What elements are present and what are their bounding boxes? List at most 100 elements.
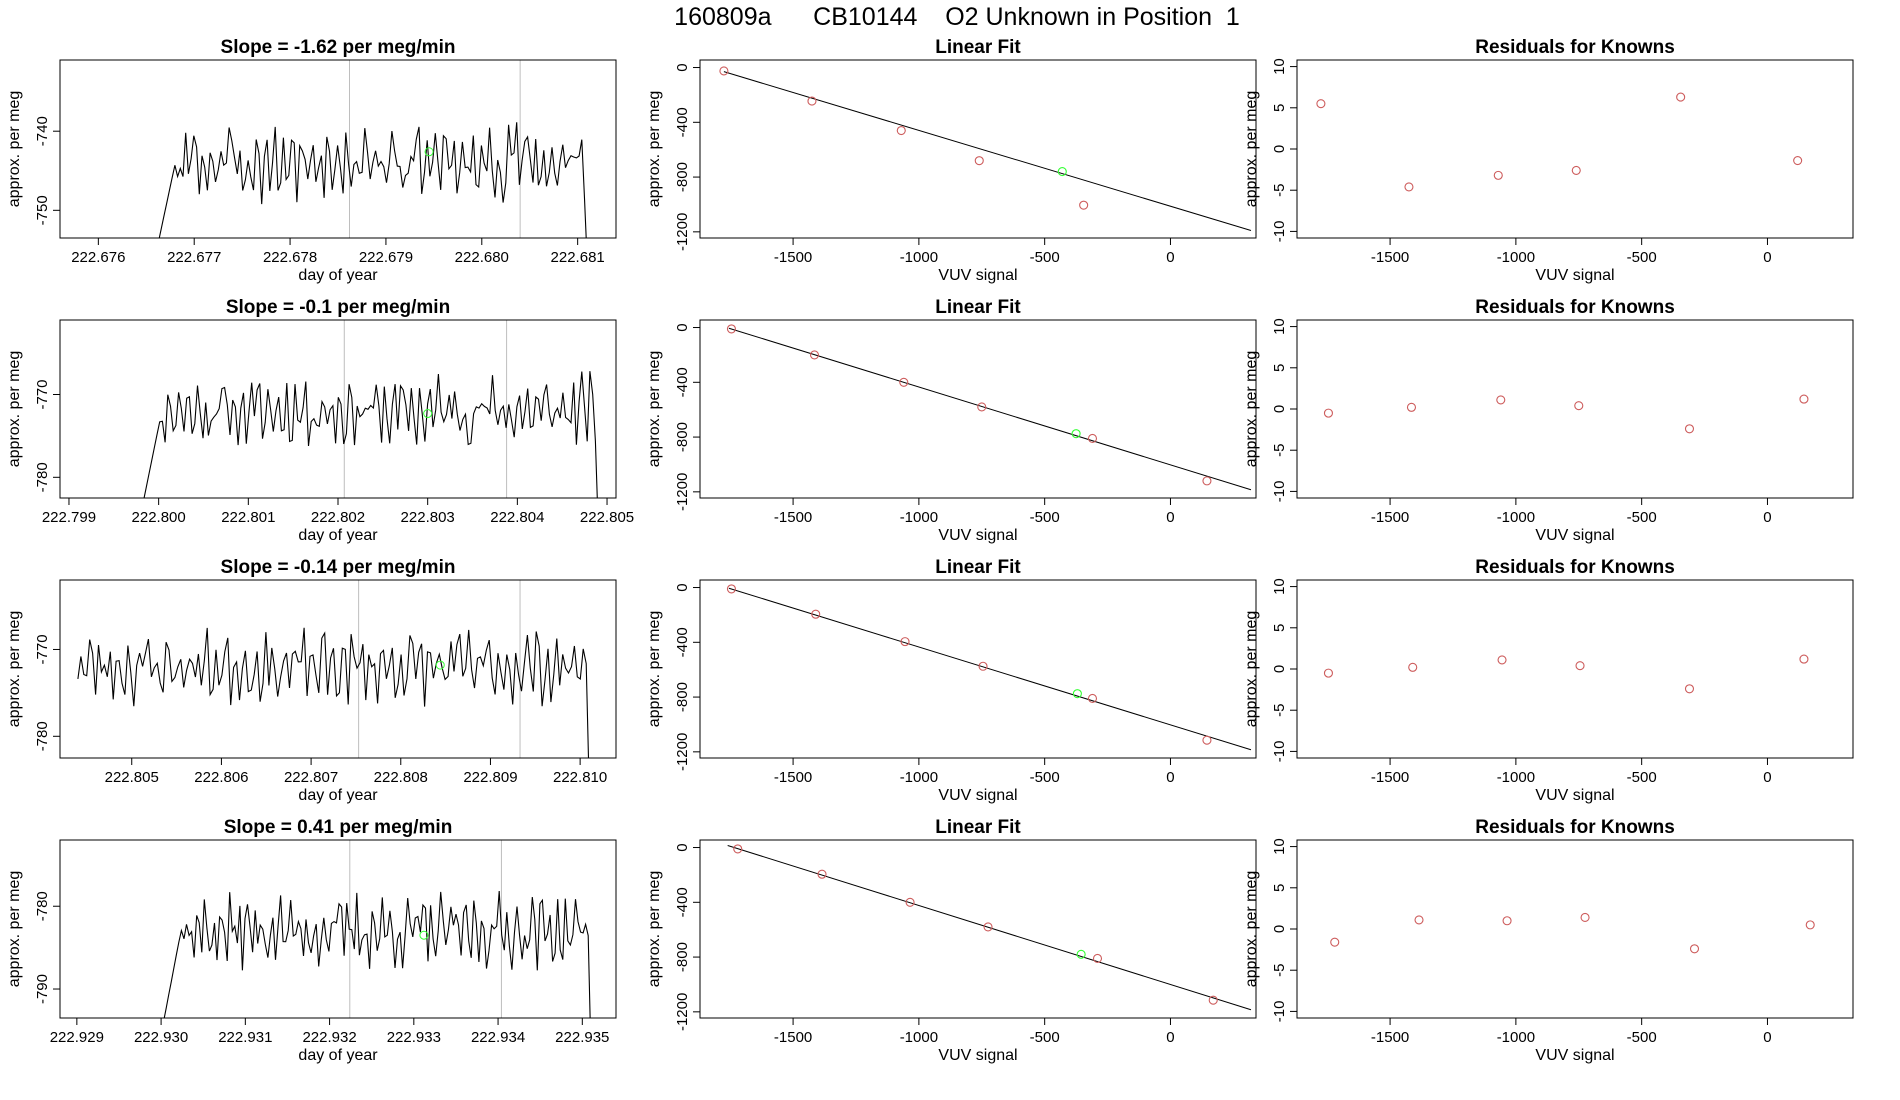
plot-frame: [699, 59, 1257, 239]
plot-data: [719, 66, 1252, 231]
x-tick-label: -1500: [1371, 249, 1409, 266]
x-tick-label: 222.931: [218, 1029, 272, 1046]
known-point: [733, 844, 743, 854]
x-tick-label: 0: [1763, 769, 1771, 786]
known-point: [983, 922, 993, 932]
panel-title: Slope = -1.62 per meg/min: [221, 37, 456, 58]
x-tick-label: -500: [1627, 509, 1657, 526]
x-axis: -1500 -1000 -500 0: [1371, 497, 1772, 526]
panel-title: Residuals for Knowns: [1475, 557, 1675, 578]
known-point: [1684, 424, 1695, 434]
x-tick-label: -500: [1030, 769, 1060, 786]
y-tick-label: -400: [674, 887, 691, 917]
x-axis: -1500 -1000 -500 0: [774, 757, 1175, 786]
y-tick-label: -400: [674, 107, 691, 137]
x-tick-label: 222.808: [374, 769, 428, 786]
x-tick-label: -1500: [1371, 509, 1409, 526]
plot-data: [1316, 92, 1803, 192]
y-tick-label: -10: [1271, 221, 1288, 243]
y-tick-label: -5: [1271, 184, 1288, 197]
x-tick-label: -1000: [900, 769, 938, 786]
known-point: [1202, 476, 1212, 486]
y-tick-label: -740: [34, 116, 51, 146]
chart-panel-8: Linear Fit -1500 -1000 -500 0 VUV signal 0 -400…: [646, 817, 1257, 1064]
known-point: [1684, 684, 1695, 694]
y-axis: 10 5 0 -5 -10: [1271, 318, 1298, 503]
plot-data: [77, 580, 590, 758]
y-tick-label: -5: [1271, 964, 1288, 977]
y-tick-label: 0: [1271, 665, 1288, 673]
data-series-line: [143, 371, 598, 498]
x-tick-label: -500: [1627, 1029, 1657, 1046]
data-series-line: [77, 627, 590, 758]
x-axis-title: VUV signal: [938, 267, 1017, 284]
y-axis-title: approx. per meg: [1243, 91, 1260, 208]
y-tick-label: -10: [1271, 481, 1288, 503]
unknown-point: [423, 409, 433, 419]
x-tick-label: -1500: [774, 1029, 812, 1046]
chart-panel-12: Residuals for Knowns -1500 -1000 -500 0 VUV s…: [1243, 817, 1854, 1064]
y-axis-title: approx. per meg: [1243, 871, 1260, 988]
x-tick-label: 222.807: [284, 769, 338, 786]
x-axis: -1500 -1000 -500 0: [1371, 1017, 1772, 1046]
y-tick-label: -10: [1271, 741, 1288, 763]
chart-panel-9: Residuals for Knowns -1500 -1000 -500 0 VUV s…: [1243, 37, 1854, 284]
known-point: [899, 377, 909, 387]
y-axis: -770 -780: [34, 634, 61, 751]
x-tick-label: 222.802: [311, 509, 365, 526]
x-tick-label: 222.805: [580, 509, 634, 526]
chart-panel-5: Linear Fit -1500 -1000 -500 0 VUV signal 0 -400…: [646, 37, 1257, 284]
x-tick-label: 222.932: [302, 1029, 356, 1046]
x-tick-label: -1000: [1497, 509, 1535, 526]
x-axis: -1500 -1000 -500 0: [774, 237, 1175, 266]
y-tick-label: 5: [1271, 104, 1288, 112]
y-tick-label: -5: [1271, 444, 1288, 457]
plot-data: [158, 60, 587, 238]
known-point: [905, 897, 915, 907]
y-tick-label: -5: [1271, 704, 1288, 717]
known-point: [1323, 408, 1333, 418]
y-tick-label: -800: [674, 682, 691, 712]
x-tick-label: -1000: [1497, 1029, 1535, 1046]
y-tick-label: 0: [674, 323, 691, 331]
panel-title: Linear Fit: [935, 557, 1021, 578]
y-axis: -780 -790: [34, 891, 61, 1004]
x-tick-label: -500: [1030, 509, 1060, 526]
x-tick-label: -1500: [1371, 769, 1409, 786]
x-tick-label: 222.935: [555, 1029, 609, 1046]
unknown-point: [435, 660, 445, 670]
plot-frame: [699, 839, 1257, 1019]
x-tick-label: -1000: [900, 1029, 938, 1046]
known-point: [719, 66, 729, 76]
plot-frame: [1296, 319, 1854, 499]
y-tick-label: 5: [1271, 884, 1288, 892]
y-tick-label: 0: [674, 583, 691, 591]
x-tick-label: 222.800: [132, 509, 186, 526]
unknown-point: [1072, 689, 1082, 699]
plot-frame: [59, 59, 617, 239]
y-axis-title: approx. per meg: [646, 351, 663, 468]
x-tick-label: -1000: [900, 249, 938, 266]
known-point: [1493, 170, 1503, 180]
y-tick-label: -800: [674, 942, 691, 972]
known-point: [1574, 401, 1584, 411]
x-tick-label: -1000: [900, 509, 938, 526]
plot-data: [727, 844, 1252, 1011]
x-tick-label: 222.677: [167, 249, 221, 266]
panel-title: Linear Fit: [935, 817, 1021, 838]
known-point: [1079, 200, 1089, 210]
known-point: [809, 350, 820, 360]
x-tick-label: -1500: [774, 249, 812, 266]
x-axis-title: day of year: [298, 527, 378, 544]
fit-line: [723, 71, 1252, 231]
y-axis: 10 5 0 -5 -10: [1271, 578, 1298, 763]
x-tick-label: 0: [1166, 769, 1174, 786]
plot-data: [1323, 394, 1809, 434]
y-axis: -740 -750: [34, 116, 61, 225]
y-axis-title: approx. per meg: [6, 611, 23, 728]
y-axis-title: approx. per meg: [646, 871, 663, 988]
x-tick-label: -1500: [774, 509, 812, 526]
x-axis-title: VUV signal: [938, 527, 1017, 544]
y-tick-label: 0: [1271, 145, 1288, 153]
